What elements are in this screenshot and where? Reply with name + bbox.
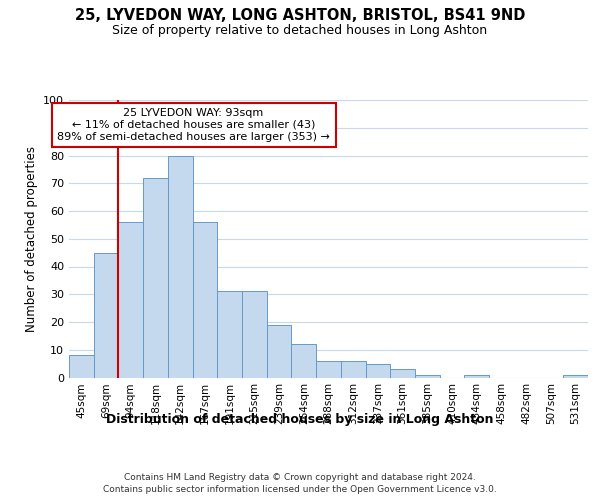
Bar — [563, 374, 588, 378]
Bar — [390, 369, 415, 378]
Text: 25 LYVEDON WAY: 93sqm
← 11% of detached houses are smaller (43)
89% of semi-deta: 25 LYVEDON WAY: 93sqm ← 11% of detached … — [57, 108, 330, 142]
Text: Size of property relative to detached houses in Long Ashton: Size of property relative to detached ho… — [112, 24, 488, 37]
Bar — [242, 292, 267, 378]
Bar — [341, 361, 365, 378]
Bar — [193, 222, 217, 378]
Bar — [217, 292, 242, 378]
Bar — [143, 178, 168, 378]
Bar — [415, 374, 440, 378]
Bar — [94, 252, 118, 378]
Y-axis label: Number of detached properties: Number of detached properties — [25, 146, 38, 332]
Text: 25, LYVEDON WAY, LONG ASHTON, BRISTOL, BS41 9ND: 25, LYVEDON WAY, LONG ASHTON, BRISTOL, B… — [75, 8, 525, 22]
Bar — [316, 361, 341, 378]
Text: Contains public sector information licensed under the Open Government Licence v3: Contains public sector information licen… — [103, 485, 497, 494]
Bar — [168, 156, 193, 378]
Bar — [292, 344, 316, 378]
Text: Contains HM Land Registry data © Crown copyright and database right 2024.: Contains HM Land Registry data © Crown c… — [124, 472, 476, 482]
Bar — [69, 356, 94, 378]
Bar — [464, 374, 489, 378]
Text: Distribution of detached houses by size in Long Ashton: Distribution of detached houses by size … — [106, 412, 494, 426]
Bar — [365, 364, 390, 378]
Bar — [118, 222, 143, 378]
Bar — [267, 325, 292, 378]
